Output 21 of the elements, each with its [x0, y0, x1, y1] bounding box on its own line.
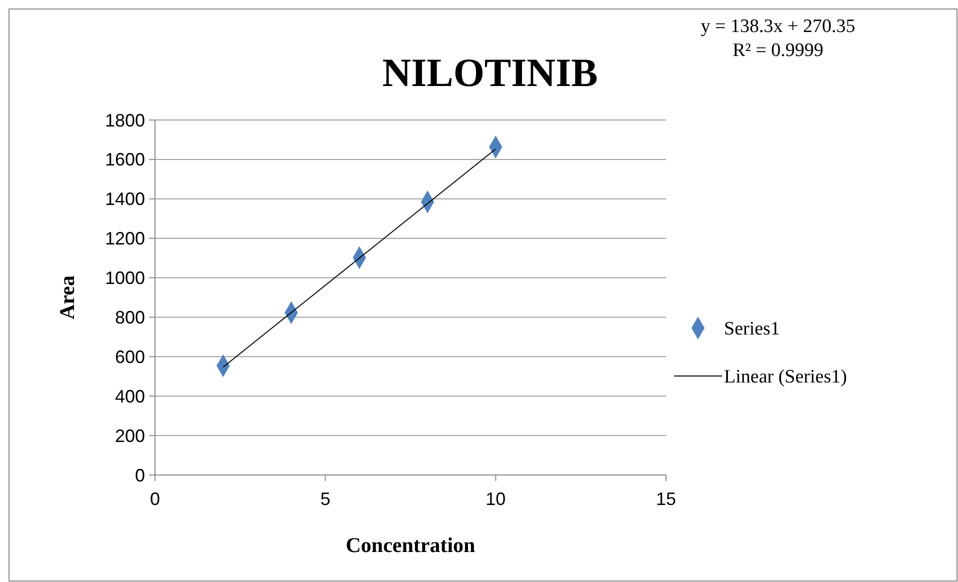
y-tick-label: 200	[114, 426, 145, 446]
y-tick-label: 1200	[104, 228, 145, 249]
y-tick-label: 0	[134, 465, 145, 486]
text: R² = 0.9999	[732, 40, 824, 61]
y-tick-label: 1400	[104, 189, 145, 210]
y-tick-label: 800	[114, 308, 145, 328]
chart-title: NILOTINIB	[382, 50, 598, 95]
y-tick-label: 1800	[104, 110, 145, 130]
legend-label: Series1	[724, 318, 780, 340]
x-axis-title: Concentration	[346, 533, 476, 557]
text: y = 138.3x + 270.35	[700, 16, 856, 37]
y-tick-label: 1000	[104, 268, 145, 288]
legend-label: Linear (Series1)	[724, 366, 847, 388]
x-tick-label: 0	[150, 489, 160, 509]
x-tick-label: 10	[486, 489, 506, 509]
y-axis-title: Area	[55, 275, 79, 320]
y-tick-label: 600	[114, 346, 145, 367]
x-tick-label: 15	[656, 489, 676, 509]
y-tick-label: 1600	[104, 150, 145, 170]
x-tick-label: 5	[320, 489, 330, 509]
y-tick-label: 400	[114, 386, 145, 406]
